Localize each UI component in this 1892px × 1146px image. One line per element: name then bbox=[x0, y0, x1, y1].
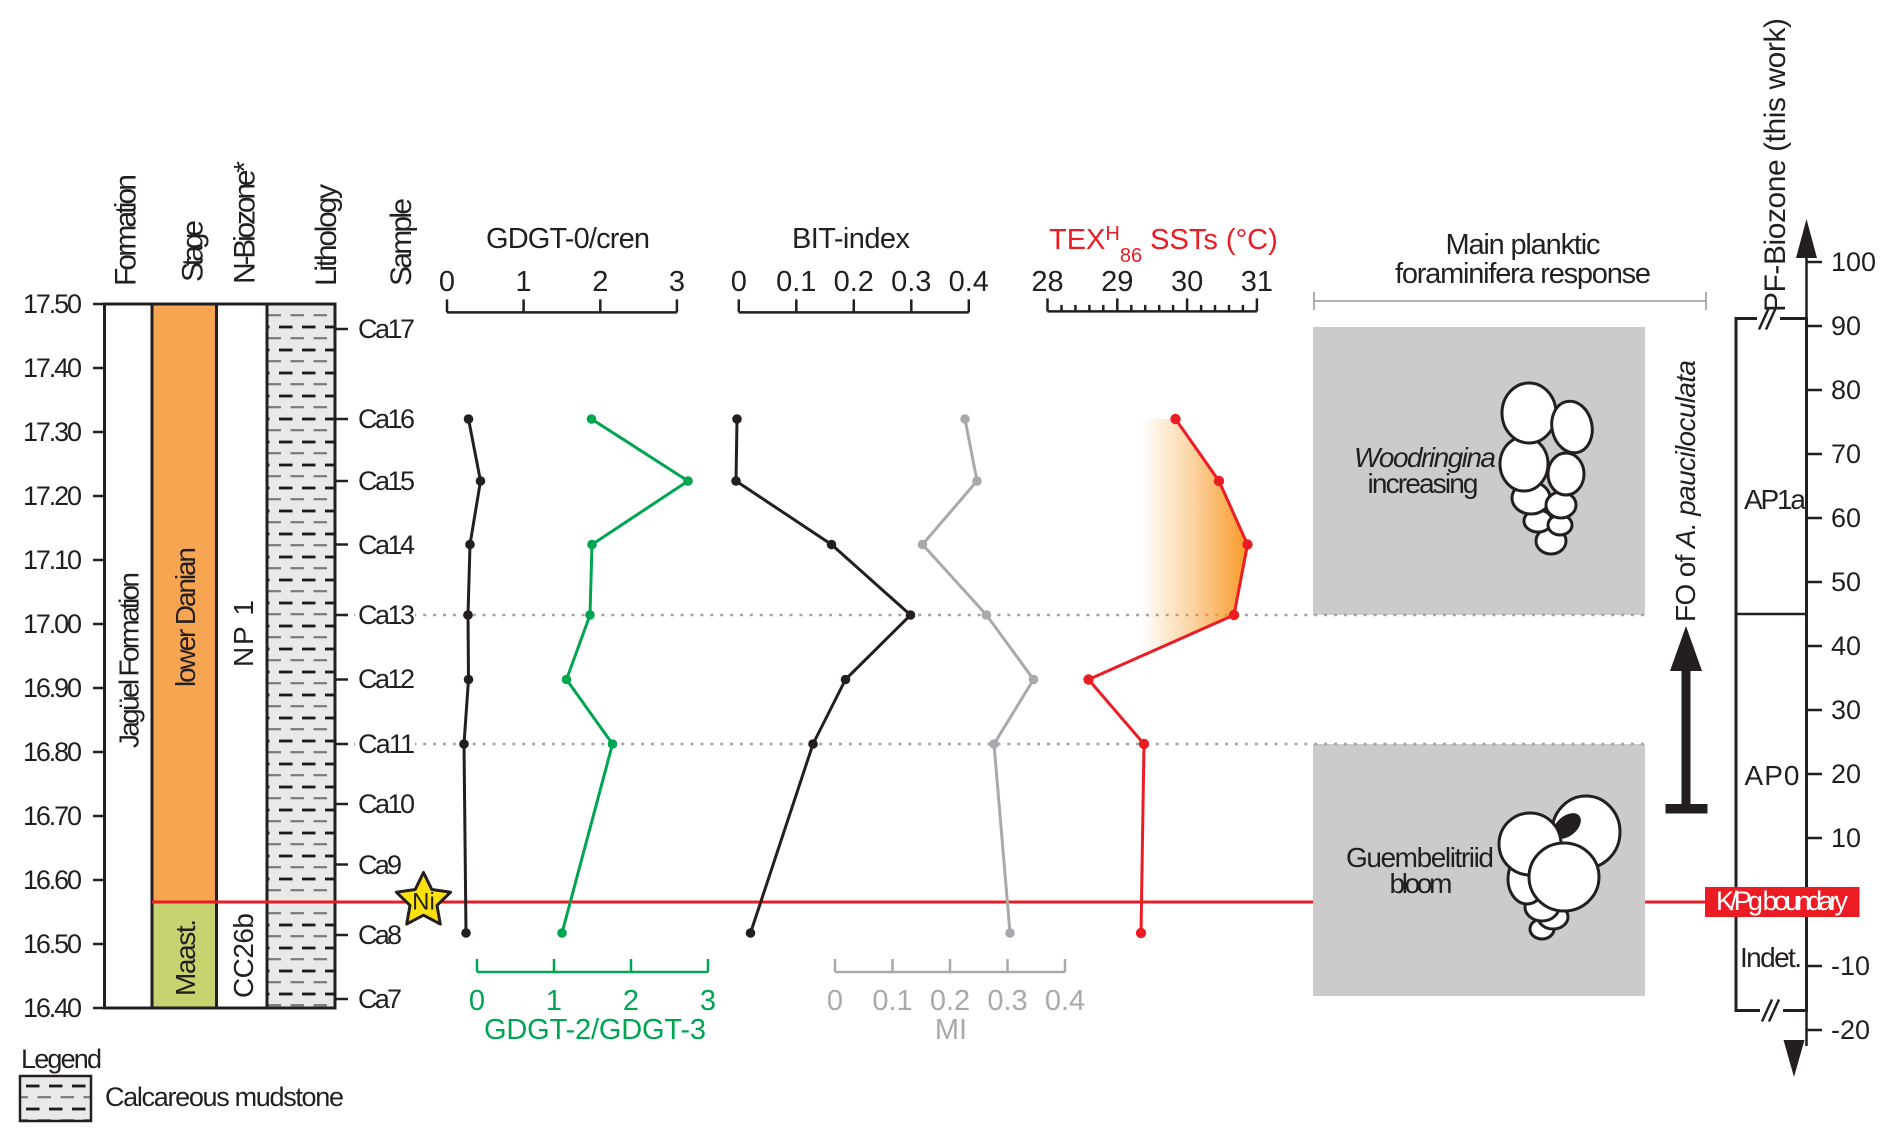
svg-text:3: 3 bbox=[700, 985, 716, 1017]
svg-text:28: 28 bbox=[1031, 266, 1063, 298]
svg-text:10: 10 bbox=[1831, 823, 1861, 853]
svg-text:Indet.: Indet. bbox=[1740, 942, 1802, 973]
svg-text:3: 3 bbox=[669, 266, 685, 298]
svg-text:16.50: 16.50 bbox=[23, 929, 82, 959]
svg-text:17.30: 17.30 bbox=[23, 417, 82, 447]
svg-text:Jagüel Formation: Jagüel Formation bbox=[114, 572, 145, 748]
svg-text:Lithology: Lithology bbox=[310, 184, 343, 286]
svg-text:Woodringina: Woodringina bbox=[1354, 442, 1496, 473]
svg-text:Ca8: Ca8 bbox=[358, 920, 402, 950]
svg-text:GDGT-2/GDGT-3: GDGT-2/GDGT-3 bbox=[484, 1014, 706, 1046]
svg-text:40: 40 bbox=[1831, 631, 1861, 661]
svg-text:CC26b: CC26b bbox=[228, 913, 259, 998]
svg-text:31: 31 bbox=[1241, 266, 1273, 298]
svg-text:17.20: 17.20 bbox=[23, 481, 82, 511]
svg-text:foraminifera response: foraminifera response bbox=[1395, 258, 1651, 290]
svg-text:50: 50 bbox=[1831, 567, 1861, 597]
svg-text:0.2: 0.2 bbox=[834, 266, 874, 298]
svg-text:20: 20 bbox=[1831, 759, 1861, 789]
svg-text:30: 30 bbox=[1171, 266, 1203, 298]
svg-text:16.80: 16.80 bbox=[23, 737, 82, 767]
svg-text:0.4: 0.4 bbox=[1045, 985, 1085, 1017]
svg-text:16.90: 16.90 bbox=[23, 673, 82, 703]
svg-text:Sample: Sample bbox=[385, 198, 418, 286]
svg-text:2: 2 bbox=[623, 985, 639, 1017]
svg-text:Ca7: Ca7 bbox=[358, 984, 402, 1014]
svg-text:Ca12: Ca12 bbox=[358, 664, 415, 694]
svg-text:Ca13: Ca13 bbox=[358, 600, 415, 630]
svg-text:80: 80 bbox=[1831, 375, 1861, 405]
svg-text:60: 60 bbox=[1831, 503, 1861, 533]
svg-text:Maast.: Maast. bbox=[170, 919, 201, 996]
svg-text:N-Biozone*: N-Biozone* bbox=[229, 161, 262, 284]
svg-text:Legend: Legend bbox=[21, 1044, 102, 1074]
svg-text:0.1: 0.1 bbox=[872, 985, 912, 1017]
svg-text:AP1a: AP1a bbox=[1744, 484, 1806, 515]
svg-text:0: 0 bbox=[731, 266, 747, 298]
svg-text:0.4: 0.4 bbox=[949, 266, 989, 298]
svg-text:0.3: 0.3 bbox=[987, 985, 1027, 1017]
svg-text:MI: MI bbox=[935, 1014, 967, 1046]
svg-text:17.00: 17.00 bbox=[23, 609, 82, 639]
svg-text:100: 100 bbox=[1831, 247, 1876, 277]
svg-text:17.10: 17.10 bbox=[23, 545, 82, 575]
svg-text:2: 2 bbox=[592, 266, 608, 298]
svg-text:90: 90 bbox=[1831, 311, 1861, 341]
svg-text:17.40: 17.40 bbox=[23, 353, 82, 383]
svg-text:Ca15: Ca15 bbox=[358, 466, 415, 496]
svg-text:Formation: Formation bbox=[109, 174, 142, 286]
svg-text:16.70: 16.70 bbox=[23, 801, 82, 831]
svg-text:16.40: 16.40 bbox=[23, 993, 82, 1023]
svg-text:16.60: 16.60 bbox=[23, 865, 82, 895]
svg-text:Ca14: Ca14 bbox=[358, 530, 415, 560]
svg-text:Ni: Ni bbox=[412, 889, 435, 916]
svg-text:Ca11: Ca11 bbox=[358, 729, 415, 759]
svg-text:70: 70 bbox=[1831, 439, 1861, 469]
svg-text:0.2: 0.2 bbox=[930, 985, 970, 1017]
svg-text:Stage: Stage bbox=[177, 220, 210, 282]
svg-text:0.3: 0.3 bbox=[891, 266, 931, 298]
svg-text:bloom: bloom bbox=[1390, 868, 1453, 899]
svg-text:1: 1 bbox=[516, 266, 532, 298]
svg-text:Calcareous mudstone: Calcareous mudstone bbox=[105, 1082, 344, 1112]
svg-text:AP0: AP0 bbox=[1745, 760, 1800, 791]
svg-text:0.1: 0.1 bbox=[776, 266, 816, 298]
svg-text:Guembelitriid: Guembelitriid bbox=[1346, 842, 1494, 873]
svg-text:29: 29 bbox=[1101, 266, 1133, 298]
svg-text:Ca9: Ca9 bbox=[358, 850, 402, 880]
svg-text:PF-Biozone (this work): PF-Biozone (this work) bbox=[1759, 18, 1792, 312]
svg-text:increasing: increasing bbox=[1368, 468, 1479, 499]
svg-text:1: 1 bbox=[546, 985, 562, 1017]
svg-text:BIT-index: BIT-index bbox=[792, 223, 911, 255]
svg-text:GDGT-0/cren: GDGT-0/cren bbox=[486, 223, 650, 255]
svg-text:Main planktic: Main planktic bbox=[1446, 229, 1601, 261]
svg-text:K/Pg boundary: K/Pg boundary bbox=[1716, 886, 1849, 916]
svg-text:17.50: 17.50 bbox=[23, 289, 82, 319]
svg-text:Ca16: Ca16 bbox=[358, 404, 415, 434]
svg-text:-10: -10 bbox=[1831, 951, 1870, 981]
svg-text:0: 0 bbox=[469, 985, 485, 1017]
svg-text:-20: -20 bbox=[1831, 1015, 1870, 1045]
svg-text:Ca17: Ca17 bbox=[358, 314, 415, 344]
svg-text:0: 0 bbox=[439, 266, 455, 298]
svg-text:30: 30 bbox=[1831, 695, 1861, 725]
svg-text:NP 1: NP 1 bbox=[228, 600, 259, 667]
svg-text:0: 0 bbox=[827, 985, 843, 1017]
svg-text:FO of A. pauciloculata: FO of A. pauciloculata bbox=[1670, 360, 1701, 622]
svg-text:lower Danian: lower Danian bbox=[170, 547, 201, 687]
svg-text:Ca10: Ca10 bbox=[358, 789, 415, 819]
